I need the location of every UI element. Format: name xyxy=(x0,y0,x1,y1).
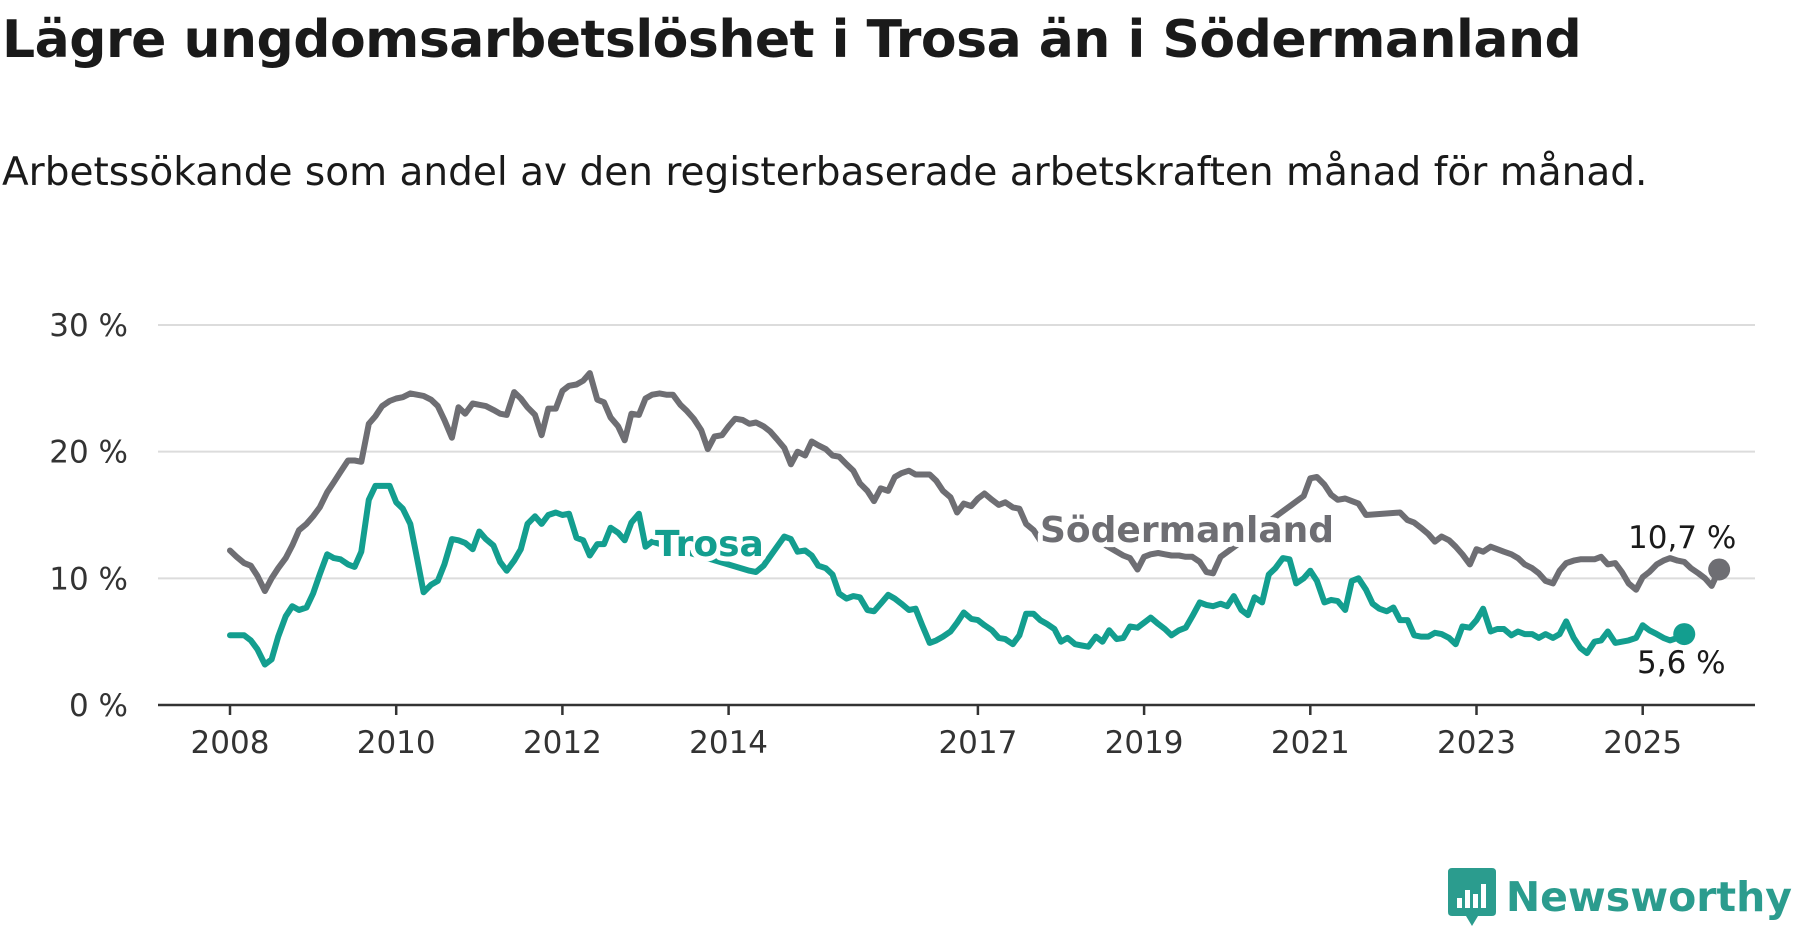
grid-lines xyxy=(158,324,1755,707)
end-value-label-trosa: 5,6 % xyxy=(1637,645,1726,681)
series-label-sodermanland: Södermanland xyxy=(1040,510,1334,551)
x-tick-label: 2017 xyxy=(938,725,1017,761)
x-tick-label: 2008 xyxy=(191,725,270,761)
x-tick-label: 2025 xyxy=(1603,725,1682,761)
x-tick-label: 2014 xyxy=(689,725,768,761)
y-axis: 0 % 10 % 20 % 30 % xyxy=(49,308,128,724)
chart-title: Lägre ungdomsarbetslöshet i Trosa än i S… xyxy=(2,10,1582,70)
end-point-s-dermanland xyxy=(1708,558,1731,581)
y-tick-label: 10 % xyxy=(49,561,128,597)
series-labels: Södermanland Trosa 10,7 % 5,6 % xyxy=(650,505,1736,681)
x-axis: 2008 2010 2012 2014 2017 2019 2021 2023 2025 xyxy=(191,705,1682,761)
end-value-label-sodermanland: 10,7 % xyxy=(1628,520,1736,556)
x-tick-label: 2021 xyxy=(1271,725,1350,761)
x-tick-label: 2012 xyxy=(523,725,602,761)
series-label-trosa: Trosa xyxy=(655,524,764,565)
newsworthy-logo[interactable]: Newsworthy xyxy=(1447,868,1792,926)
chart-subtitle: Arbetssökande som andel av den registerb… xyxy=(2,150,1648,195)
end-point-trosa xyxy=(1673,623,1696,646)
y-tick-label: 0 % xyxy=(69,688,128,724)
x-tick-label: 2023 xyxy=(1437,725,1516,761)
series-line-s-dermanland xyxy=(227,370,1723,594)
newsworthy-chart-logo-icon xyxy=(1447,868,1496,926)
series-lines xyxy=(227,370,1731,668)
y-tick-label: 30 % xyxy=(49,308,128,344)
x-tick-label: 2010 xyxy=(357,725,436,761)
brand-name: Newsworthy xyxy=(1505,873,1792,921)
y-tick-label: 20 % xyxy=(49,435,128,471)
series-line-trosa xyxy=(227,482,1688,668)
x-tick-label: 2019 xyxy=(1105,725,1184,761)
